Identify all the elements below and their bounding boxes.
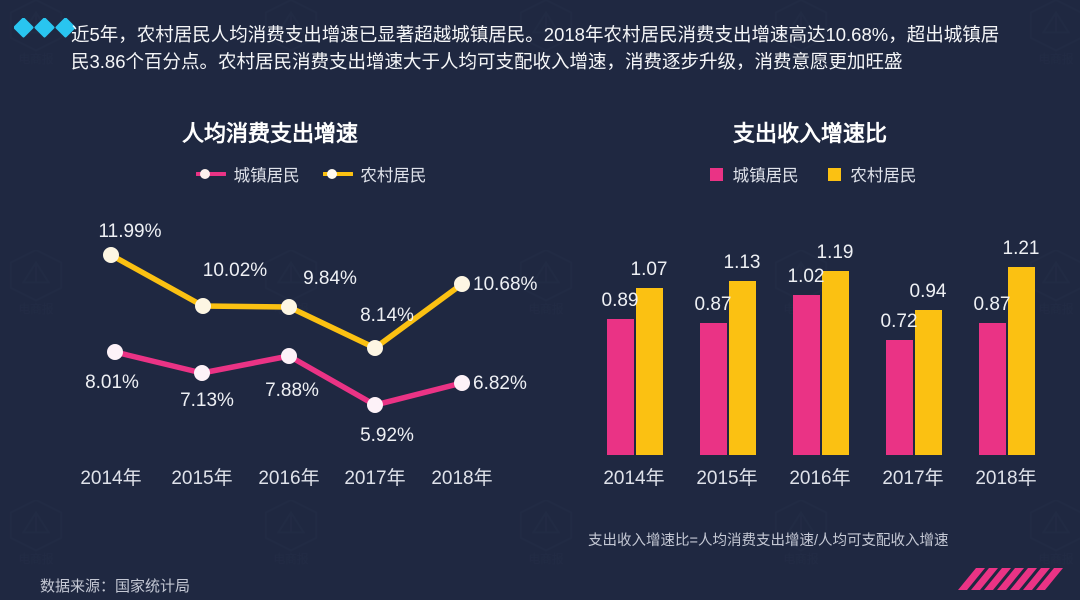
svg-text:2018年: 2018年 <box>975 467 1036 489</box>
svg-text:0.87: 0.87 <box>695 294 732 315</box>
svg-text:0.72: 0.72 <box>881 311 918 332</box>
svg-text:支出收入增速比=人均消费支出增速/人均可支配收入增速: 支出收入增速比=人均消费支出增速/人均可支配收入增速 <box>588 532 949 549</box>
svg-text:1.21: 1.21 <box>1003 238 1040 259</box>
svg-text:0.87: 0.87 <box>974 294 1011 315</box>
svg-text:1.07: 1.07 <box>631 259 668 280</box>
svg-text:2016年: 2016年 <box>789 467 850 489</box>
svg-text:0.94: 0.94 <box>910 281 947 302</box>
svg-text:1.02: 1.02 <box>788 266 825 287</box>
svg-text:0.89: 0.89 <box>602 290 639 311</box>
svg-text:2014年: 2014年 <box>603 467 664 489</box>
svg-text:2017年: 2017年 <box>882 467 943 489</box>
svg-text:2015年: 2015年 <box>696 467 757 489</box>
svg-text:1.13: 1.13 <box>724 252 761 273</box>
svg-text:1.19: 1.19 <box>817 242 854 263</box>
